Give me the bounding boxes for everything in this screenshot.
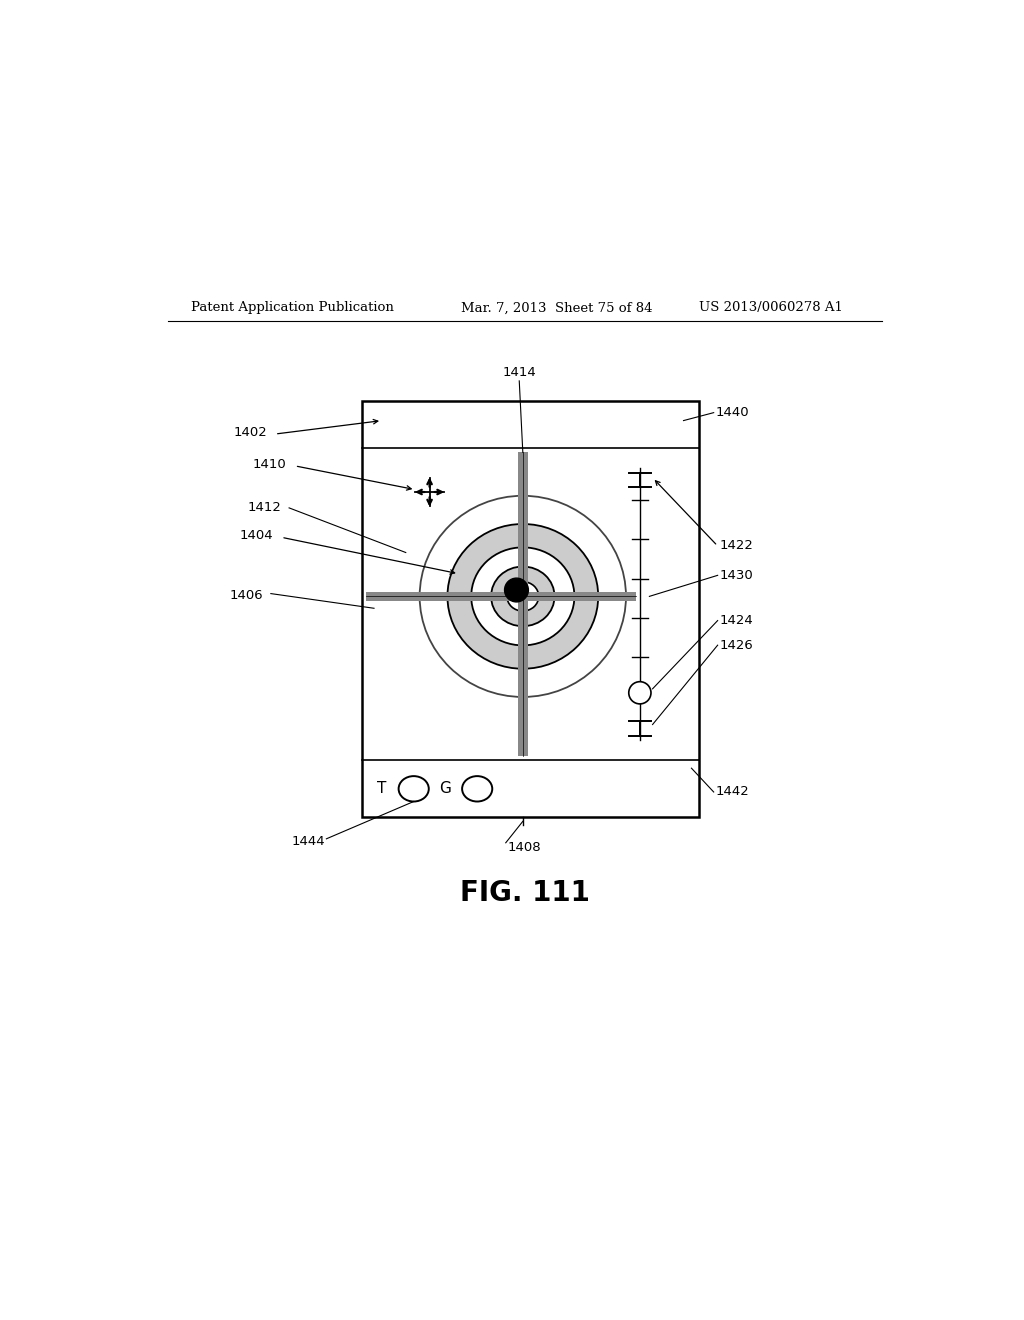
Ellipse shape [471,548,574,645]
Ellipse shape [398,776,429,801]
Ellipse shape [447,524,598,669]
Text: Mar. 7, 2013  Sheet 75 of 84: Mar. 7, 2013 Sheet 75 of 84 [461,301,653,314]
Text: FIG. 111: FIG. 111 [460,879,590,907]
Text: T: T [377,781,387,796]
Text: Patent Application Publication: Patent Application Publication [191,301,394,314]
Text: G: G [439,781,452,796]
Ellipse shape [507,582,539,611]
Text: 1408: 1408 [507,841,541,854]
Text: 1404: 1404 [240,529,273,543]
Text: 1410: 1410 [253,458,287,471]
Ellipse shape [492,566,555,626]
Text: 1406: 1406 [229,589,263,602]
Text: 1442: 1442 [715,785,749,799]
Text: 1422: 1422 [719,540,753,553]
Text: 1426: 1426 [719,639,753,652]
Ellipse shape [462,776,493,801]
Text: 1414: 1414 [503,367,537,379]
Text: 1444: 1444 [291,834,325,847]
Text: US 2013/0060278 A1: US 2013/0060278 A1 [699,301,844,314]
Text: 1440: 1440 [715,407,749,420]
Text: 1402: 1402 [233,426,267,440]
Text: 1412: 1412 [247,502,282,515]
Bar [367,591,636,601]
Bar [362,401,699,817]
Circle shape [629,681,651,704]
Text: 1430: 1430 [719,569,753,582]
Bar [518,453,527,756]
Text: 1424: 1424 [719,614,753,627]
Circle shape [505,578,528,602]
